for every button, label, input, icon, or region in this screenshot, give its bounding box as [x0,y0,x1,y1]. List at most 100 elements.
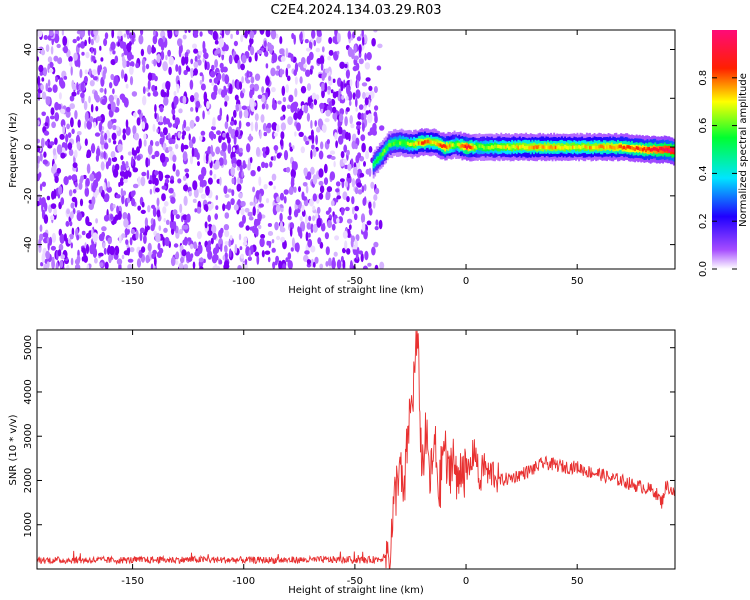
noise-dot [361,122,365,132]
ridge-cell [442,144,445,148]
noise-dot [140,30,144,36]
noise-dot [136,117,141,126]
noise-dot [143,133,147,140]
noise-dot [117,41,120,47]
noise-dot [99,262,104,268]
noise-dot [103,38,108,47]
noise-dot [129,61,135,68]
ridge-cell [673,149,675,153]
ridge-cell [419,141,422,145]
noise-dot [336,195,342,200]
noise-dot [193,188,199,199]
ridge-cell [386,145,389,149]
noise-dot [360,213,366,224]
noise-dot [173,91,177,96]
noise-dot [328,101,333,108]
noise-dot [372,201,376,209]
noise-dot [103,247,107,255]
noise-dot [354,239,358,250]
noise-dot [292,101,299,108]
ridge-cell [422,141,425,145]
noise-dot [242,214,246,224]
colorbar-tick-label: 0.6 [698,118,709,134]
noise-dot [334,235,340,241]
noise-dot [154,112,157,120]
noise-dot [104,132,108,141]
y-tick-label: 4000 [23,379,34,404]
noise-dot [110,101,116,112]
noise-dot [127,258,134,263]
noise-dot [198,174,204,182]
noise-dot [76,131,82,136]
noise-dot [91,196,96,206]
noise-dot [183,263,189,269]
noise-dot [307,96,312,107]
noise-dot [233,204,239,211]
noise-dot [73,52,78,61]
noise-dot [110,214,114,220]
noise-dot [90,103,94,113]
noise-dot [223,85,226,91]
noise-dot [224,264,230,269]
noise-dot [101,226,107,232]
noise-dot [157,121,164,126]
noise-dot [45,96,51,106]
snr-x-axis-label: Height of straight line (km) [288,585,424,596]
noise-dot [362,91,366,100]
noise-dot [205,153,209,163]
noise-dot [189,155,194,165]
noise-dot [352,92,356,100]
noise-dot [43,263,48,269]
noise-dot [346,248,351,255]
noise-dot [221,142,227,152]
ridge-cell [455,143,457,147]
noise-dot [318,150,324,160]
noise-dot [347,30,352,40]
noise-dot [277,100,282,105]
ridge-cell [481,144,484,148]
noise-dot [131,198,136,207]
noise-dot [293,112,298,121]
noise-dot [158,225,162,232]
noise-dot [307,232,311,238]
noise-dot [86,120,92,130]
noise-dot [180,143,185,153]
noise-dot [360,134,366,142]
ridge-cell [533,146,535,150]
ridge-cell [660,146,663,151]
noise-dot [102,69,106,81]
noise-dot [70,242,74,249]
noise-dot [331,223,336,231]
noise-dot [59,133,65,140]
ridge-cell [410,142,412,146]
noise-dot [172,114,176,121]
noise-dot [37,138,41,144]
noise-dot [362,265,368,269]
noise-dot [159,115,163,123]
noise-dot [266,122,272,129]
noise-dot [346,149,350,156]
noise-dot [199,72,203,77]
noise-dot [164,178,170,184]
noise-dot [184,30,188,34]
noise-dot [238,81,243,90]
ridge-cell [402,140,405,144]
ridge-cell [640,147,643,151]
ridge-cell [377,157,380,161]
noise-dot [279,139,284,147]
noise-dot [93,90,98,101]
noise-dot [161,193,166,202]
noise-dot [354,187,359,195]
noise-dot [227,188,232,193]
noise-dot [201,166,207,177]
ridge-cell [424,140,426,144]
noise-dot [149,188,153,195]
noise-dot [271,247,276,253]
ridge-cell [374,160,377,165]
noise-dot [259,130,262,139]
noise-dot [336,217,340,224]
noise-dot [232,147,236,153]
noise-dot [58,77,64,87]
noise-dot [69,211,74,220]
noise-dot [324,68,330,74]
